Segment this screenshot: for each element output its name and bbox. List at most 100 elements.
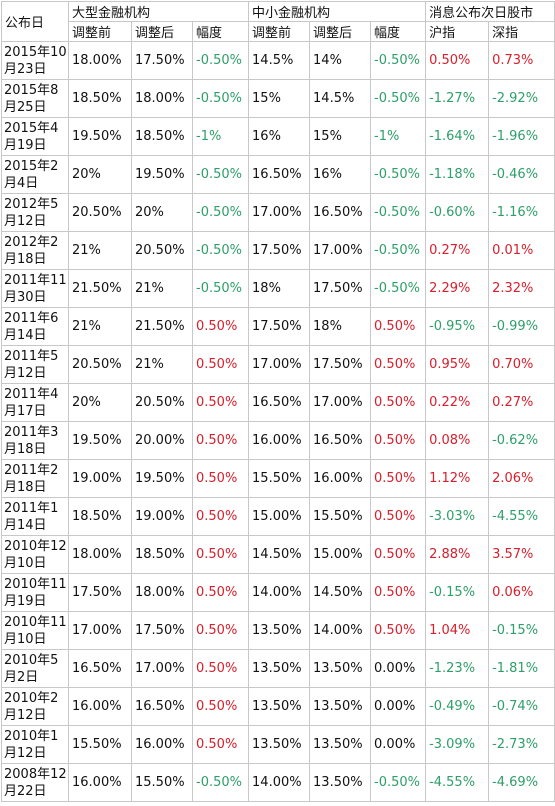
cell-small-before: 15% bbox=[248, 79, 311, 118]
cell-shanghai-index: 1.04% bbox=[425, 611, 490, 650]
cell-shenzhen-index: -1.81% bbox=[488, 649, 555, 688]
cell-shenzhen-index: -1.96% bbox=[488, 117, 555, 156]
cell-small-before: 13.50% bbox=[248, 687, 311, 726]
table-row: 2015年2月4日 20% 19.50% -0.50% 16.50% 16% -0.50% -… bbox=[1, 155, 555, 194]
cell-large-change: 0.50% bbox=[191, 497, 250, 536]
cell-shenzhen-index: 0.01% bbox=[488, 231, 555, 270]
cell-large-after: 18.50% bbox=[131, 535, 193, 574]
cell-large-change: 0.50% bbox=[191, 459, 250, 498]
cell-date: 2015年2月4日 bbox=[1, 155, 69, 194]
cell-large-change: 0.50% bbox=[191, 421, 250, 460]
cell-shenzhen-index: 2.32% bbox=[488, 269, 555, 308]
cell-large-change: -0.50% bbox=[191, 231, 250, 270]
cell-small-before: 18% bbox=[248, 269, 311, 308]
table-row: 2010年11月19日 17.50% 18.00% 0.50% 14.00% 14.50%… bbox=[1, 573, 555, 612]
cell-large-after: 18.50% bbox=[131, 117, 193, 156]
cell-small-change: 0.00% bbox=[370, 725, 427, 764]
cell-small-change: 0.50% bbox=[370, 611, 427, 650]
cell-large-before: 20% bbox=[68, 155, 132, 194]
cell-large-change: 0.50% bbox=[191, 687, 250, 726]
cell-large-change: 0.50% bbox=[191, 725, 250, 764]
cell-large-after: 19.50% bbox=[131, 155, 193, 194]
cell-large-after: 16.00% bbox=[131, 725, 193, 764]
cell-large-change: -0.50% bbox=[191, 79, 250, 118]
cell-large-before: 18.50% bbox=[68, 497, 132, 536]
cell-small-change: -0.50% bbox=[370, 763, 427, 802]
cell-small-change: 0.00% bbox=[370, 649, 427, 688]
cell-shanghai-index: 0.95% bbox=[425, 345, 490, 384]
cell-shanghai-index: -4.55% bbox=[425, 763, 490, 802]
cell-small-after: 17.00% bbox=[309, 231, 372, 270]
cell-small-before: 17.50% bbox=[248, 307, 311, 346]
cell-date: 2010年2月12日 bbox=[1, 687, 69, 726]
cell-small-change: -0.50% bbox=[370, 41, 427, 80]
cell-large-after: 20% bbox=[131, 193, 193, 232]
cell-date: 2011年11月30日 bbox=[1, 269, 69, 308]
cell-shanghai-index: -0.60% bbox=[425, 193, 490, 232]
cell-shenzhen-index: -0.46% bbox=[488, 155, 555, 194]
cell-large-change: -0.50% bbox=[191, 269, 250, 308]
cell-large-change: -0.50% bbox=[191, 155, 250, 194]
cell-small-change: -0.50% bbox=[370, 79, 427, 118]
cell-small-before: 16.50% bbox=[248, 155, 311, 194]
table-row: 2010年11月10日 17.00% 17.50% 0.50% 13.50% 14.00%… bbox=[1, 611, 555, 650]
cell-small-before: 14.00% bbox=[248, 763, 311, 802]
cell-small-change: 0.00% bbox=[370, 687, 427, 726]
cell-small-change: 0.50% bbox=[370, 573, 427, 612]
cell-large-change: -0.50% bbox=[191, 193, 250, 232]
cell-large-after: 21% bbox=[131, 269, 193, 308]
table-row: 2010年1月12日 15.50% 16.00% 0.50% 13.50% 13.50% 0… bbox=[1, 725, 555, 764]
cell-small-change: 0.50% bbox=[370, 497, 427, 536]
cell-shenzhen-index: -0.74% bbox=[488, 687, 555, 726]
cell-shanghai-index: -3.09% bbox=[425, 725, 490, 764]
header-small-institutions: 中小金融机构 bbox=[248, 1, 427, 22]
cell-large-before: 18.50% bbox=[68, 79, 132, 118]
cell-large-before: 20.50% bbox=[68, 193, 132, 232]
cell-small-after: 18% bbox=[309, 307, 372, 346]
header-shenzhen-index: 深指 bbox=[488, 21, 555, 42]
cell-small-before: 14.00% bbox=[248, 573, 311, 612]
cell-small-before: 14.5% bbox=[248, 41, 311, 80]
cell-small-after: 13.50% bbox=[309, 687, 372, 726]
cell-shanghai-index: 1.12% bbox=[425, 459, 490, 498]
cell-large-change: -0.50% bbox=[191, 41, 250, 80]
cell-large-before: 17.50% bbox=[68, 573, 132, 612]
cell-date: 2012年5月12日 bbox=[1, 193, 69, 232]
cell-small-change: -0.50% bbox=[370, 193, 427, 232]
cell-date: 2011年6月14日 bbox=[1, 307, 69, 346]
cell-small-change: 0.50% bbox=[370, 459, 427, 498]
cell-date: 2015年10月23日 bbox=[1, 41, 69, 80]
cell-large-after: 19.00% bbox=[131, 497, 193, 536]
cell-large-before: 19.00% bbox=[68, 459, 132, 498]
cell-date: 2015年4月19日 bbox=[1, 117, 69, 156]
cell-large-after: 18.00% bbox=[131, 573, 193, 612]
cell-small-before: 17.00% bbox=[248, 193, 311, 232]
cell-small-before: 13.50% bbox=[248, 611, 311, 650]
cell-date: 2010年11月19日 bbox=[1, 573, 69, 612]
cell-date: 2012年2月18日 bbox=[1, 231, 69, 270]
cell-shanghai-index: 2.29% bbox=[425, 269, 490, 308]
cell-large-before: 18.00% bbox=[68, 535, 132, 574]
cell-small-before: 14.50% bbox=[248, 535, 311, 574]
cell-small-after: 16.50% bbox=[309, 193, 372, 232]
cell-large-change: 0.50% bbox=[191, 307, 250, 346]
cell-shanghai-index: 0.50% bbox=[425, 41, 490, 80]
cell-large-after: 17.50% bbox=[131, 611, 193, 650]
cell-small-before: 17.00% bbox=[248, 345, 311, 384]
cell-shanghai-index: -1.18% bbox=[425, 155, 490, 194]
table-row: 2010年5月2日 16.50% 17.00% 0.50% 13.50% 13.50% 0.… bbox=[1, 649, 555, 688]
cell-small-before: 15.00% bbox=[248, 497, 311, 536]
cell-small-change: -0.50% bbox=[370, 269, 427, 308]
cell-date: 2011年1月14日 bbox=[1, 497, 69, 536]
cell-small-after: 13.50% bbox=[309, 725, 372, 764]
table-row: 2011年2月18日 19.00% 19.50% 0.50% 15.50% 16.00% 0… bbox=[1, 459, 555, 498]
cell-large-before: 15.50% bbox=[68, 725, 132, 764]
cell-large-change: -1% bbox=[191, 117, 250, 156]
cell-large-before: 16.50% bbox=[68, 649, 132, 688]
cell-date: 2010年11月10日 bbox=[1, 611, 69, 650]
cell-shanghai-index: -1.64% bbox=[425, 117, 490, 156]
cell-shenzhen-index: 0.06% bbox=[488, 573, 555, 612]
table-row: 2010年2月12日 16.00% 16.50% 0.50% 13.50% 13.50% 0… bbox=[1, 687, 555, 726]
cell-shanghai-index: -0.95% bbox=[425, 307, 490, 346]
cell-small-after: 16.00% bbox=[309, 459, 372, 498]
